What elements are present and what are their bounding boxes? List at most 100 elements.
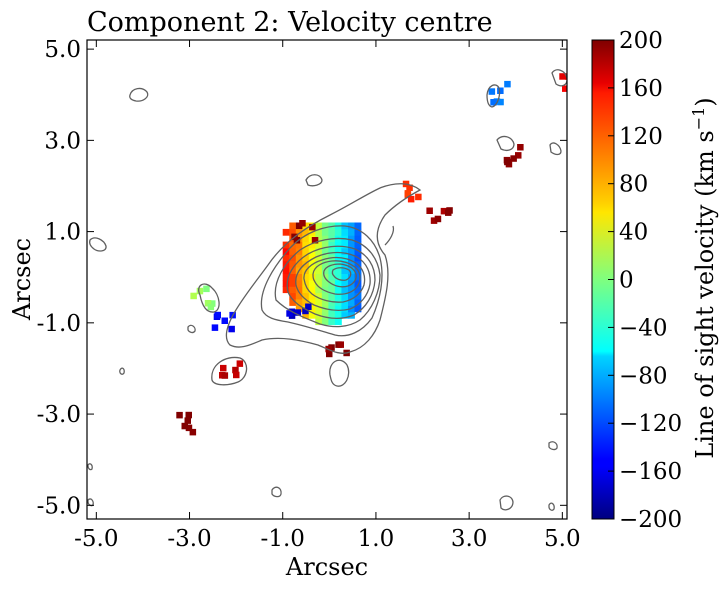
y-tick-label: -5.0 <box>37 493 81 519</box>
contour-tiny-4 <box>486 84 501 108</box>
velocity-pixel <box>341 267 349 274</box>
colorbar-tick-label: 200 <box>619 28 663 54</box>
velocity-pixel-blob <box>196 287 204 295</box>
velocity-pixel <box>354 222 362 230</box>
velocity-pixel-blob <box>302 307 309 315</box>
velocity-pixel-blob <box>185 411 192 419</box>
velocity-pixel <box>289 228 297 236</box>
velocity-pixel <box>334 280 342 287</box>
velocity-pixel <box>295 286 303 294</box>
velocity-pixel-blob <box>204 300 212 307</box>
velocity-pixel <box>354 273 362 281</box>
contour-5 <box>295 251 371 312</box>
velocity-pixel <box>315 228 323 236</box>
colorbar-tick-label: −120 <box>619 411 682 437</box>
velocity-pixel <box>302 241 310 249</box>
x-tick-label: 5.0 <box>544 526 581 552</box>
velocity-pixel <box>295 305 303 313</box>
velocity-pixel <box>334 267 342 274</box>
y-tick-label: -3.0 <box>37 402 81 428</box>
velocity-pixel <box>348 267 355 274</box>
velocity-pixel-blob <box>221 317 228 324</box>
velocity-pixel <box>302 299 310 306</box>
velocity-pixel <box>321 318 329 326</box>
velocity-pixel-blob <box>190 292 197 300</box>
velocity-pixel <box>328 292 336 300</box>
velocity-pixel <box>302 280 310 287</box>
velocity-pixel <box>315 292 323 300</box>
velocity-pixel-blob <box>326 350 333 358</box>
velocity-pixel <box>328 260 336 268</box>
velocity-pixel-blob <box>434 215 442 223</box>
colorbar-tick-label: 40 <box>619 220 648 246</box>
colorbar-tick-label: −80 <box>619 363 668 389</box>
velocity-pixel-blob <box>207 303 215 311</box>
velocity-pixel <box>315 241 323 249</box>
velocity-pixel <box>289 273 297 281</box>
velocity-pixel <box>348 299 355 306</box>
velocity-pixel-field <box>176 73 578 436</box>
contour-tiny-8 <box>499 495 514 511</box>
velocity-pixel <box>315 280 323 287</box>
velocity-pixel <box>341 228 349 236</box>
velocity-pixel-blob <box>440 207 448 215</box>
velocity-pixel <box>308 254 316 262</box>
velocity-pixel <box>348 273 355 281</box>
velocity-pixel <box>341 241 349 249</box>
velocity-pixel <box>295 260 303 268</box>
velocity-pixel-blob <box>209 300 216 307</box>
colorbar-label-suffix: ) <box>691 97 719 106</box>
velocity-pixel <box>354 235 362 242</box>
velocity-pixel <box>328 305 336 313</box>
velocity-pixel <box>302 254 310 262</box>
contour-2 <box>260 225 383 337</box>
velocity-pixel <box>295 254 303 262</box>
velocity-pixel <box>354 241 362 249</box>
velocity-pixel <box>354 305 362 313</box>
velocity-pixel-blob <box>214 311 221 319</box>
colorbar-tick-label: −160 <box>619 459 682 485</box>
velocity-pixel-blob <box>184 417 191 424</box>
contour-tiny-14 <box>87 463 93 471</box>
colorbar-tick-label: −200 <box>619 507 682 533</box>
velocity-pixel <box>295 299 303 306</box>
velocity-pixel <box>308 273 316 281</box>
plot-area <box>87 69 578 511</box>
velocity-pixel-blob <box>236 360 244 367</box>
velocity-pixel <box>289 280 297 287</box>
x-tick-label: 3.0 <box>451 526 488 552</box>
velocity-pixel-blob <box>430 217 438 224</box>
colorbar-label: Line of sight velocity (km s−1) <box>689 97 719 458</box>
contour-peak <box>331 267 352 281</box>
contour-tail <box>384 225 395 246</box>
velocity-pixel <box>341 248 349 255</box>
velocity-pixel <box>302 248 310 255</box>
contour-tiny-2 <box>88 237 107 252</box>
velocity-pixel <box>315 273 323 281</box>
velocity-pixel <box>341 305 349 313</box>
velocity-pixel <box>334 248 342 255</box>
velocity-pixel <box>315 267 323 274</box>
colorbar-label-superscript: −1 <box>689 107 708 131</box>
velocity-pixel <box>341 280 349 287</box>
velocity-pixel-blob <box>404 190 412 197</box>
velocity-pixel-blob <box>295 222 303 229</box>
contour-4 <box>286 245 376 319</box>
velocity-pixel <box>282 254 290 262</box>
velocity-pixel <box>354 299 362 306</box>
velocity-pixel-blob <box>571 76 578 83</box>
velocity-pixel-blob <box>415 193 422 201</box>
y-tick-label: 3.0 <box>44 128 81 154</box>
velocity-pixel <box>289 292 297 300</box>
velocity-pixel-blob <box>337 341 344 348</box>
velocity-pixel <box>282 267 290 274</box>
velocity-pixel <box>302 311 310 319</box>
velocity-pixel-blob <box>406 184 413 191</box>
velocity-pixel <box>302 273 310 281</box>
contour-tiny-7 <box>551 69 567 87</box>
velocity-pixel <box>321 222 329 230</box>
velocity-pixel-blob <box>220 364 227 372</box>
contour-tiny-3 <box>305 174 323 187</box>
velocity-pixel-blob <box>445 209 452 216</box>
velocity-pixel <box>321 311 329 319</box>
